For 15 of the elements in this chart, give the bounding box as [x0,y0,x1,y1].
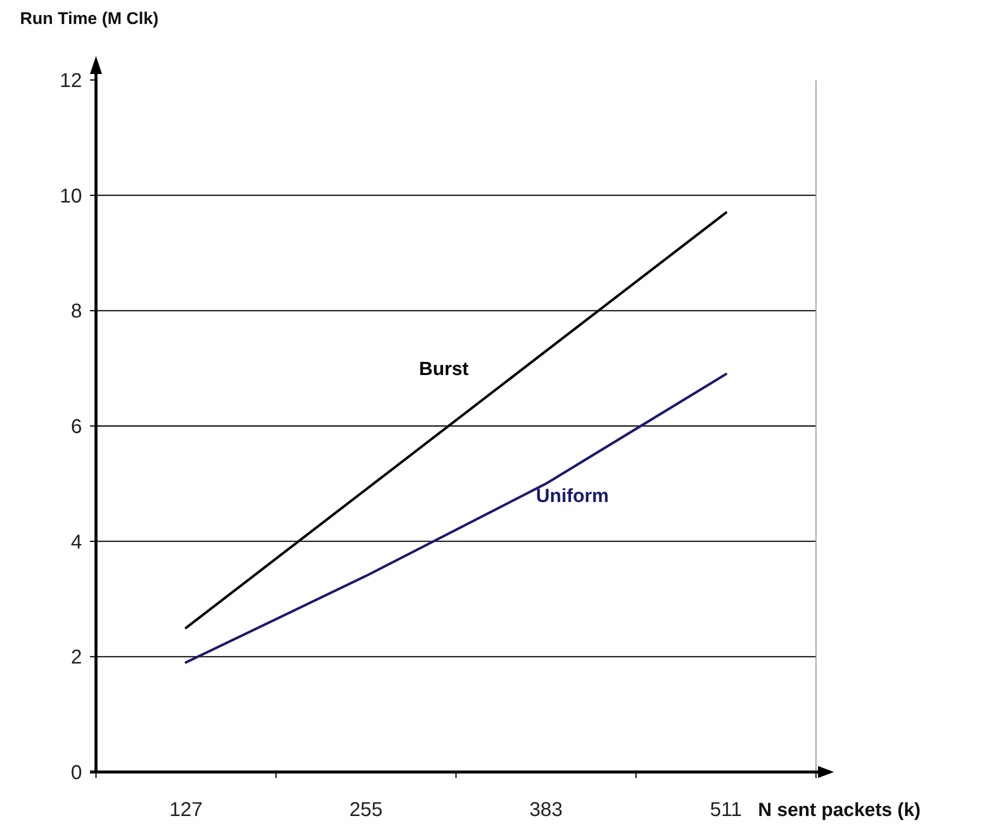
y-tick-label: 2 [70,646,82,669]
y-tick-label: 4 [70,531,82,554]
y-tick-label: 8 [70,300,82,323]
x-tick-label: 383 [529,799,563,821]
y-tick-label: 6 [70,416,82,438]
y-axis-title: Run Time (M Clk) [20,9,159,28]
y-tick-label: 12 [60,70,82,92]
series-label: Burst [419,359,470,380]
x-tick-label: 127 [169,799,203,821]
x-tick-label: 511 [710,799,742,821]
series-label: Uniform [536,486,609,507]
y-tick-label: 10 [60,185,82,208]
y-tick-label: 0 [70,762,82,784]
x-tick-label: 255 [349,799,383,821]
x-axis-title: N sent packets (k) [758,800,921,821]
